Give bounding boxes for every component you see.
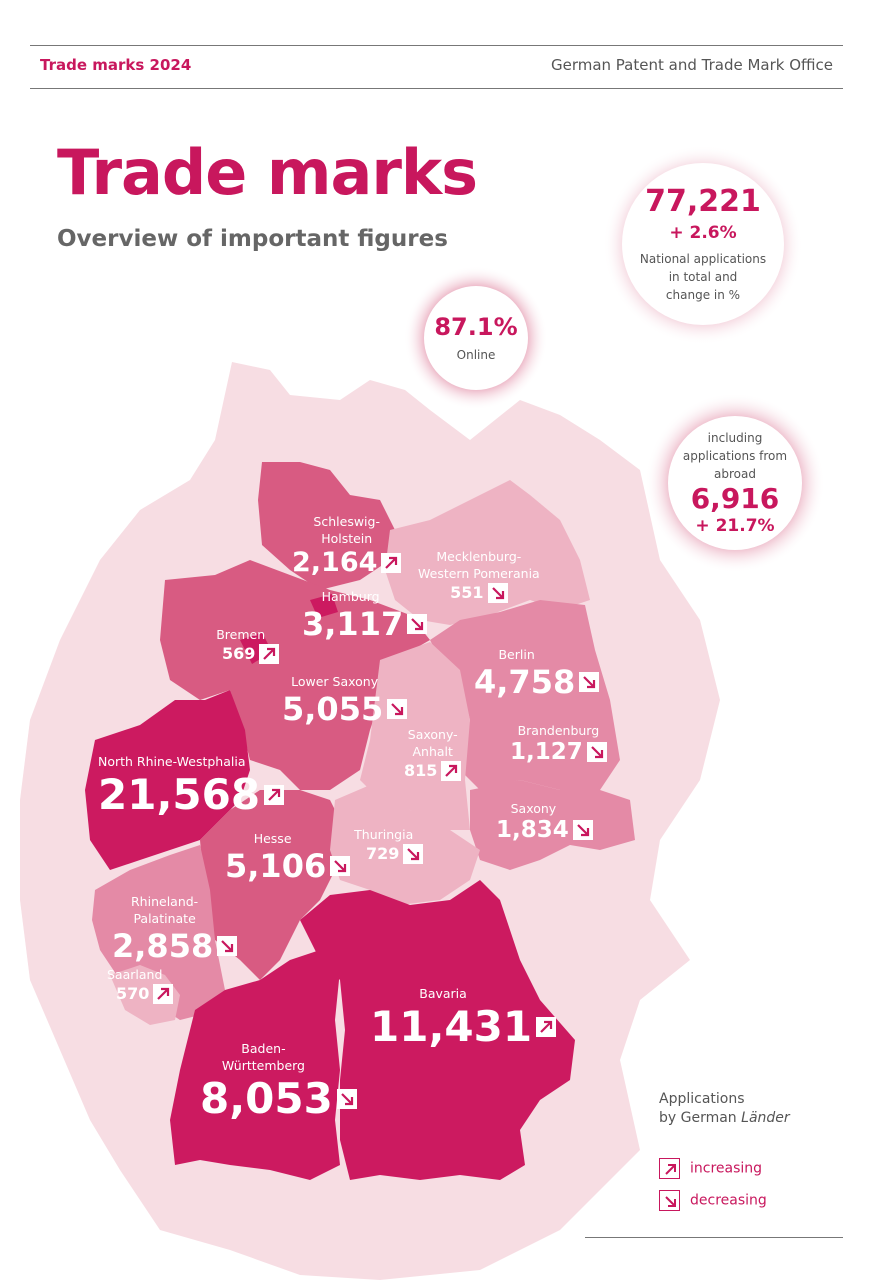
region-value: 551 <box>450 583 483 602</box>
trend-down-icon <box>407 614 427 634</box>
region-saxony: Saxony 1,834 <box>496 800 593 843</box>
abroad-change: + 21.7% <box>695 515 774 537</box>
trend-up-icon <box>536 1017 556 1037</box>
region-value: 570 <box>116 984 149 1003</box>
legend-title-line-1: Applications <box>659 1090 790 1109</box>
region-bavaria: Bavaria 11,431 <box>370 985 556 1051</box>
legend-increasing: increasing <box>659 1158 762 1179</box>
region-value: 569 <box>222 644 255 663</box>
abroad-label-3: abroad <box>714 465 756 483</box>
region-berlin: Berlin 4,758 <box>474 646 599 701</box>
region-brandenburg: Brandenburg 1,127 <box>510 722 607 765</box>
region-name: Hesse <box>195 830 350 847</box>
region-name: Mecklenburg- <box>418 548 540 565</box>
region-saxony-anhalt: Saxony- Anhalt 815 <box>404 726 461 781</box>
region-value: 2,164 <box>292 547 377 578</box>
region-name: Western Pomerania <box>418 565 540 582</box>
region-value: 8,053 <box>200 1074 333 1123</box>
trend-down-icon <box>587 742 607 762</box>
region-bremen: Bremen 569 <box>222 626 279 664</box>
region-north-rhine-westphalia: North Rhine-Westphalia 21,568 <box>98 753 284 819</box>
trend-down-icon <box>337 1089 357 1109</box>
abroad-value: 6,916 <box>691 483 780 515</box>
legend-up-icon <box>659 1158 680 1179</box>
trend-up-icon <box>381 553 401 573</box>
region-saarland: Saarland 570 <box>116 966 173 1004</box>
region-name: Brandenburg <box>510 722 607 739</box>
region-hesse: Hesse 5,106 <box>225 830 350 885</box>
region-value: 5,106 <box>225 847 326 885</box>
trend-down-icon <box>330 856 350 876</box>
region-name: Bremen <box>202 626 279 643</box>
legend-down-icon <box>659 1190 680 1211</box>
trend-up-icon <box>259 644 279 664</box>
footer-rule <box>585 1237 843 1238</box>
national-applications-change: + 2.6% <box>669 220 736 246</box>
region-name: Saxony <box>474 800 593 817</box>
region-rhineland-palatinate: Rhineland- Palatinate 2,858 <box>112 893 237 965</box>
region-value: 1,834 <box>496 817 569 843</box>
legend-title: Applications by German Länder <box>659 1090 790 1128</box>
region-name: Schleswig- <box>292 513 401 530</box>
online-label: Online <box>457 346 496 364</box>
region-name: Saarland <box>96 966 173 983</box>
region-value: 1,127 <box>510 739 583 765</box>
region-mecklenburg-western-pomerania: Mecklenburg- Western Pomerania 551 <box>418 548 540 603</box>
legend-title-italic: Länder <box>741 1110 790 1126</box>
region-name: Palatinate <box>92 910 237 927</box>
region-name: Rhineland- <box>92 893 237 910</box>
region-name: Saxony- <box>404 726 461 743</box>
trend-down-icon <box>488 583 508 603</box>
region-name: Berlin <box>434 646 599 663</box>
region-name: Anhalt <box>404 743 461 760</box>
page-title: Trade marks <box>57 136 477 209</box>
region-name: Baden- <box>170 1040 357 1057</box>
region-name: Hamburg <box>274 588 427 605</box>
national-label-2: in total and <box>669 268 738 286</box>
legend-title-line-2: by German Länder <box>659 1109 790 1128</box>
region-name: Bavaria <box>330 985 556 1002</box>
region-value: 21,568 <box>98 770 260 819</box>
legend-title-text: by German <box>659 1110 741 1126</box>
region-value: 4,758 <box>474 663 575 701</box>
trend-up-icon <box>153 984 173 1004</box>
national-applications-circle: 77,221 + 2.6% National applications in t… <box>622 163 784 325</box>
trend-down-icon <box>217 936 237 956</box>
online-circle: 87.1% Online <box>424 286 528 390</box>
region-value: 3,117 <box>302 605 403 643</box>
national-label-3: change in % <box>666 286 740 304</box>
trend-up-icon <box>441 761 461 781</box>
region-hamburg: Hamburg 3,117 <box>302 588 427 643</box>
trend-down-icon <box>573 820 593 840</box>
region-lower-saxony: Lower Saxony 5,055 <box>282 673 407 728</box>
region-name: Lower Saxony <box>262 673 407 690</box>
national-label-1: National applications <box>640 250 766 268</box>
region-baden-wuerttemberg: Baden- Württemberg 8,053 <box>200 1040 357 1123</box>
region-thuringia: Thuringia 729 <box>366 826 423 864</box>
trend-down-icon <box>579 672 599 692</box>
region-value: 729 <box>366 844 399 863</box>
region-value: 5,055 <box>282 690 383 728</box>
trend-up-icon <box>264 785 284 805</box>
legend-decreasing: decreasing <box>659 1190 767 1211</box>
abroad-label-1: including <box>708 429 763 447</box>
region-value: 11,431 <box>370 1002 532 1051</box>
region-name: North Rhine-Westphalia <box>98 753 284 770</box>
page-subtitle: Overview of important figures <box>57 226 448 252</box>
region-value: 815 <box>404 761 437 780</box>
region-name: Württemberg <box>170 1057 357 1074</box>
national-applications-value: 77,221 <box>645 184 761 220</box>
legend-increasing-label: increasing <box>690 1161 762 1177</box>
abroad-circle: including applications from abroad 6,916… <box>668 416 802 550</box>
online-value: 87.1% <box>434 312 517 342</box>
region-value: 2,858 <box>112 927 213 965</box>
trend-down-icon <box>387 699 407 719</box>
trend-down-icon <box>403 844 423 864</box>
region-name: Thuringia <box>344 826 423 843</box>
region-name: Holstein <box>292 530 401 547</box>
abroad-label-2: applications from <box>683 447 787 465</box>
region-schleswig-holstein: Schleswig- Holstein 2,164 <box>292 513 401 578</box>
legend-decreasing-label: decreasing <box>690 1193 767 1209</box>
